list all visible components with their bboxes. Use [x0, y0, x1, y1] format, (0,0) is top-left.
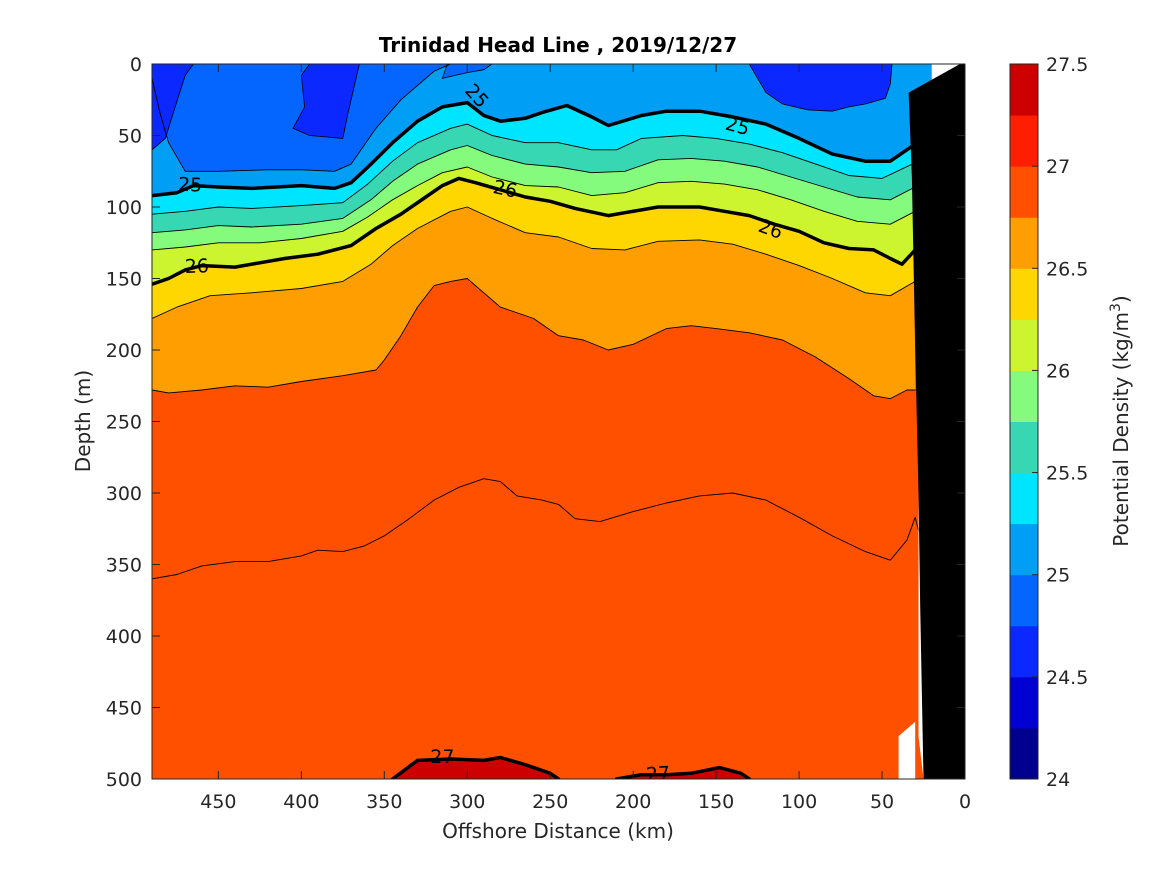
- colorbar-tick-label: 24.5: [1046, 667, 1088, 689]
- low-density-patch-3: [748, 64, 893, 112]
- colorbar-label: Potential Density (kg/m3): [1108, 295, 1133, 546]
- y-tick-label: 0: [130, 54, 142, 76]
- contour-line-27: [614, 765, 752, 779]
- x-tick-label: 200: [615, 791, 651, 813]
- colorbar-tick-label: 26.5: [1046, 258, 1088, 280]
- colorbar-swatch-6: [1010, 472, 1038, 525]
- x-tick-label: 400: [283, 791, 319, 813]
- contour-label-4: 26: [491, 176, 519, 203]
- x-tick-label: 450: [200, 791, 236, 813]
- contour-line-25: [152, 100, 934, 198]
- colorbar-swatch-2: [1010, 676, 1038, 729]
- y-tick-label: 150: [106, 269, 142, 291]
- y-tick-label: 50: [118, 126, 142, 148]
- bottom-topography-layer: [898, 64, 965, 779]
- y-axis-label: Depth (m): [71, 370, 95, 472]
- contour-line-26-25: [152, 206, 933, 319]
- colorbar-swatch-11: [1010, 217, 1038, 269]
- colorbar-swatch-14: [1010, 64, 1038, 116]
- colorbar-swatch-9: [1010, 319, 1038, 371]
- y-tick-label: 100: [106, 197, 142, 219]
- contour-label-7: 27: [430, 746, 454, 768]
- y-tick-label: 350: [106, 555, 142, 577]
- chart-title: Trinidad Head Line , 2019/12/27: [379, 33, 737, 57]
- contour-line-25-5: [152, 145, 933, 234]
- low-density-patch-2: [292, 64, 360, 139]
- colorbar-frame: [1009, 63, 1039, 780]
- colorbar-label-superscript: 3: [1108, 303, 1124, 312]
- x-tick-label: 0: [959, 791, 971, 813]
- y-tick-label: 450: [106, 698, 142, 720]
- colorbar-swatch-3: [1010, 625, 1038, 678]
- contour-line-25-25: [152, 123, 933, 215]
- density-fill-layer: [152, 64, 932, 579]
- y-tick-label: 500: [106, 769, 142, 791]
- x-tick-label: 250: [532, 791, 568, 813]
- contour-label-8: 27: [645, 762, 671, 786]
- contour-line-26: [152, 176, 934, 286]
- colorbar-swatch-5: [1010, 523, 1038, 576]
- contour-line-26-5: [152, 278, 916, 400]
- colorbar-swatch-7: [1010, 421, 1038, 474]
- colorbar-swatch-10: [1010, 268, 1038, 320]
- contour-line-27: [390, 755, 561, 779]
- contour-line-25-75: [152, 166, 933, 251]
- x-tick-label: 100: [781, 791, 817, 813]
- seafloor-topography: [908, 64, 965, 779]
- contour-line-26-75: [152, 478, 929, 580]
- x-axis: 450 400 350 300 250 200 150 100 50 0: [200, 64, 971, 813]
- y-axis: 0 50 100 150 200 250 300 350 400 450 500: [106, 54, 965, 791]
- contour-label-6: 26: [184, 255, 209, 278]
- low-density-patch-1: [152, 64, 194, 151]
- colorbar-swatch-8: [1010, 370, 1038, 422]
- contour-line-layer: [152, 64, 934, 779]
- no-data-notch: [898, 721, 916, 779]
- y-tick-label: 200: [106, 340, 142, 362]
- colorbar-tick-label: 25: [1046, 565, 1070, 587]
- colorbar: 27.5 27 26.5 26 25.5 25 24.5 24: [1009, 54, 1088, 791]
- colorbar-label-main: Potential Density (kg/m: [1109, 312, 1133, 547]
- colorbar-swatch-13: [1010, 115, 1038, 167]
- colorbar-tick-label: 27.5: [1046, 54, 1088, 76]
- x-tick-label: 350: [366, 791, 402, 813]
- colorbar-swatch-12: [1010, 166, 1038, 218]
- contour-label-3: 25: [177, 174, 202, 197]
- colorbar-swatch-4: [1010, 574, 1038, 627]
- x-tick-label: 300: [449, 791, 485, 813]
- contour-line-24-75: [152, 64, 452, 172]
- colorbar-tick-label: 24: [1046, 769, 1070, 791]
- x-tick-label: 150: [698, 791, 734, 813]
- colorbar-label-close: ): [1109, 295, 1133, 303]
- x-tick-label: 50: [870, 791, 894, 813]
- colorbar-tick-label: 27: [1046, 156, 1070, 178]
- colorbar-tick-label: 25.5: [1046, 463, 1088, 485]
- y-tick-label: 400: [106, 626, 142, 648]
- y-tick-label: 250: [106, 412, 142, 434]
- x-axis-label: Offshore Distance (km): [442, 819, 674, 843]
- colorbar-swatch-1: [1010, 727, 1038, 780]
- colorbar-tick-label: 26: [1046, 360, 1070, 382]
- y-tick-label: 300: [106, 483, 142, 505]
